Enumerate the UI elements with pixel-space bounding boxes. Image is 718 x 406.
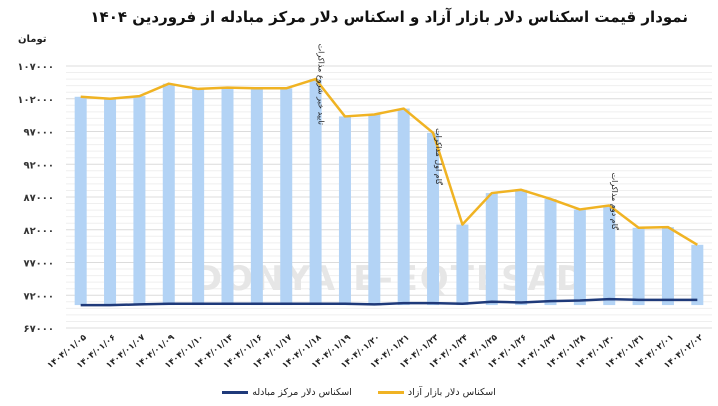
legend-item-exchange-center: اسکناس دلار مرکز مبادله (222, 387, 352, 398)
bar-free-market (133, 96, 146, 306)
y-tick-label: ۷۲۰۰۰ (23, 291, 54, 302)
y-tick-label: ۷۷۰۰۰ (23, 259, 54, 270)
y-axis-unit-label: تومان (18, 34, 47, 45)
y-tick-label: ۶۷۰۰۰ (23, 324, 54, 335)
bar-free-market (427, 132, 440, 306)
legend-label-free-market: اسکناس دلار بازار آزاد (407, 387, 496, 398)
annotation-label: گام اول مذاکرات (434, 128, 444, 185)
bar-free-market (397, 108, 410, 306)
bar-free-market (192, 88, 205, 306)
bar-free-market (368, 114, 381, 306)
chart-legend: اسکناس دلار بازار آزاد اسکناس دلار مرکز … (0, 387, 718, 398)
bar-free-market (162, 83, 175, 306)
annotation-label: گام دوم مذاکرات (610, 173, 620, 231)
bar-free-market (515, 189, 528, 306)
line-exchange-center (80, 297, 698, 307)
legend-swatch-exchange-center (222, 391, 249, 394)
bar-free-market (603, 205, 616, 306)
bar-free-market (456, 224, 469, 306)
legend-label-exchange-center: اسکناس دلار مرکز مبادله (252, 387, 352, 398)
y-tick-label: ۱۰۲۰۰۰ (17, 95, 54, 106)
legend-swatch-free-market (377, 391, 404, 394)
bar-free-market (338, 116, 351, 306)
bar-free-market (573, 209, 586, 306)
bar-free-market (104, 98, 117, 306)
bar-free-market (485, 193, 498, 306)
y-tick-label: ۹۲۰۰۰ (23, 160, 54, 171)
bar-free-market (309, 79, 322, 306)
line-free-market (80, 77, 698, 246)
bar-free-market (661, 227, 674, 306)
bar-free-market (632, 227, 645, 306)
bar-free-market (691, 244, 704, 306)
annotation-label: تایید خبر شروع مذاکرات (317, 44, 326, 125)
bar-free-market (221, 87, 234, 306)
y-tick-label: ۱۰۷۰۰۰ (17, 62, 54, 73)
bar-free-market (280, 88, 293, 306)
bar-free-market (250, 88, 263, 306)
legend-item-free-market: اسکناس دلار بازار آزاد (377, 387, 496, 398)
chart-title: نمودار قیمت اسکناس دلار بازار آزاد و اسک… (90, 8, 688, 26)
bar-free-market (544, 198, 557, 306)
bar-free-market (74, 96, 87, 306)
y-tick-label: ۹۷۰۰۰ (23, 128, 54, 139)
y-tick-label: ۸۷۰۰۰ (23, 193, 54, 204)
y-tick-label: ۸۲۰۰۰ (23, 226, 54, 237)
